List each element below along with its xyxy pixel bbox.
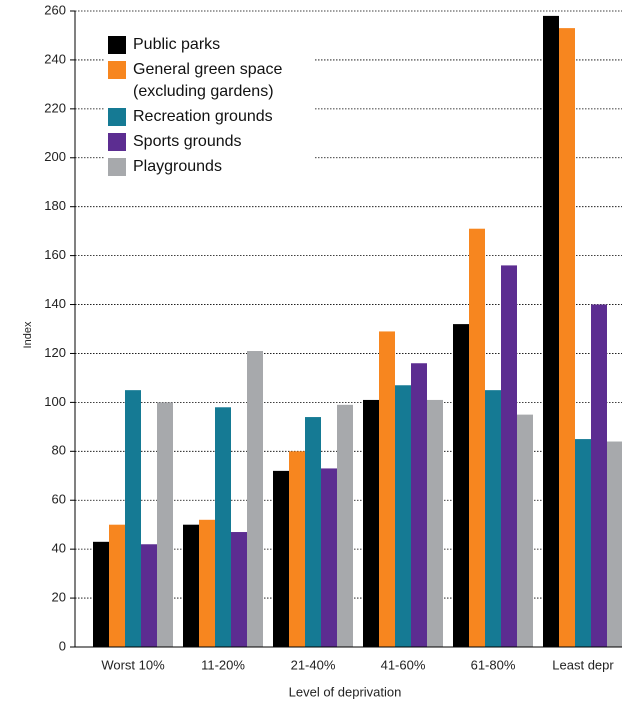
- legend-label: Playgrounds: [133, 158, 222, 175]
- bar: [363, 399, 379, 647]
- legend-item: Playgrounds: [108, 158, 314, 178]
- x-tick-label: 21-40%: [291, 657, 336, 672]
- y-tick-label: 180: [44, 198, 66, 213]
- legend-label: Recreation grounds: [133, 108, 273, 125]
- legend-swatch: [108, 61, 126, 79]
- bar: [591, 304, 607, 647]
- bar: [453, 324, 469, 647]
- y-tick-label: 200: [44, 149, 66, 164]
- legend-item: Public parks: [108, 36, 314, 56]
- bar: [485, 390, 501, 647]
- bar: [379, 331, 395, 647]
- bar: [215, 407, 231, 647]
- bar: [109, 524, 125, 647]
- bar: [395, 385, 411, 647]
- bar: [231, 532, 247, 647]
- y-tick-label: 20: [52, 590, 66, 605]
- legend-swatch: [108, 158, 126, 176]
- legend-item: Sports grounds: [108, 133, 314, 153]
- y-tick-label: 160: [44, 247, 66, 262]
- x-tick-label: Least depr: [552, 657, 614, 672]
- y-tick-label: 120: [44, 345, 66, 360]
- y-tick-label: 40: [52, 541, 66, 556]
- legend-swatch: [108, 36, 126, 54]
- y-tick-label: 60: [52, 492, 66, 507]
- bar: [411, 363, 427, 647]
- bar: [289, 451, 305, 647]
- y-tick-label: 0: [59, 638, 66, 653]
- bar: [543, 15, 559, 647]
- legend-label: General green space (excluding gardens): [133, 61, 283, 100]
- legend-swatch: [108, 133, 126, 151]
- bar: [305, 417, 321, 647]
- legend: Public parks General green space (excludi…: [104, 34, 314, 187]
- x-tick-label: 11-20%: [201, 657, 245, 672]
- bar: [607, 441, 622, 647]
- x-tick-label: Worst 10%: [101, 657, 165, 672]
- bar: [273, 470, 289, 647]
- y-axis-label: Index: [22, 321, 34, 348]
- bar: [501, 265, 517, 647]
- y-tick-label: 260: [44, 2, 66, 17]
- legend-label: Sports grounds: [133, 133, 242, 150]
- bar: [427, 399, 443, 647]
- bar: [141, 544, 157, 647]
- x-tick-label: 61-80%: [471, 657, 516, 672]
- bar: [93, 541, 109, 647]
- bar: [183, 524, 199, 647]
- bar: [157, 402, 173, 647]
- bar: [469, 228, 485, 647]
- bar: [321, 468, 337, 647]
- bar: [559, 28, 575, 648]
- y-tick-label: 100: [44, 394, 66, 409]
- bar: [247, 351, 263, 647]
- bar: [199, 519, 215, 647]
- bar: [125, 390, 141, 647]
- bar: [337, 404, 353, 647]
- legend-item: General green space (excluding gardens): [108, 61, 314, 103]
- x-tick-label: 41-60%: [381, 657, 426, 672]
- bar: [517, 414, 533, 647]
- y-tick-label: 240: [44, 51, 66, 66]
- x-axis-label: Level of deprivation: [289, 684, 402, 699]
- legend-label: Public parks: [133, 36, 221, 53]
- legend-item: Recreation grounds: [108, 108, 314, 128]
- bar: [575, 439, 591, 647]
- y-tick-label: 140: [44, 296, 66, 311]
- y-tick-label: 220: [44, 100, 66, 115]
- y-tick-label: 80: [52, 443, 66, 458]
- legend-swatch: [108, 108, 126, 126]
